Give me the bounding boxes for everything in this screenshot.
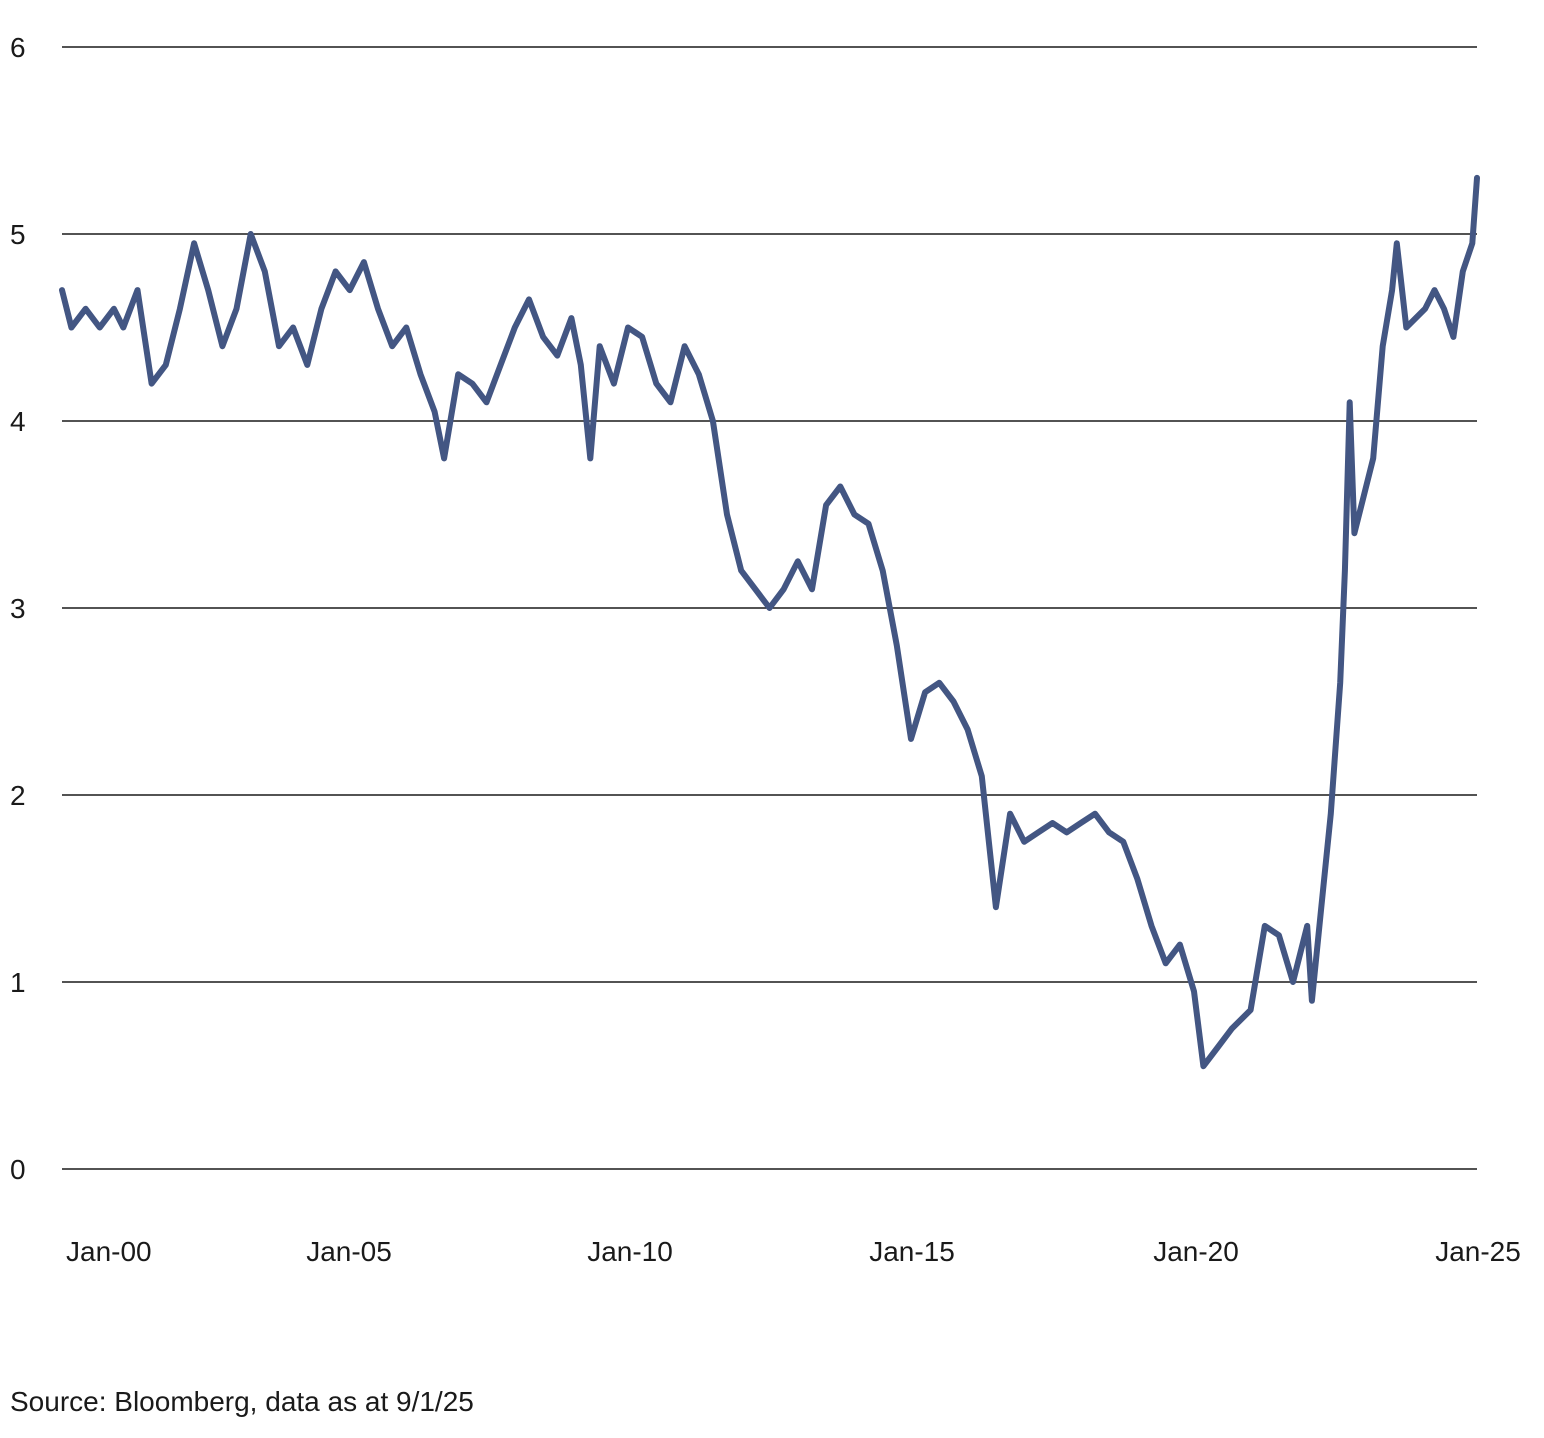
y-tick-label: 6	[10, 32, 26, 63]
x-tick-label: Jan-00	[66, 1236, 152, 1267]
y-tick-label: 4	[10, 406, 26, 437]
x-tick-label: Jan-15	[869, 1236, 955, 1267]
x-tick-label: Jan-05	[306, 1236, 392, 1267]
y-tick-label: 2	[10, 780, 26, 811]
y-tick-label: 5	[10, 219, 26, 250]
y-tick-label: 0	[10, 1154, 26, 1185]
series-line	[59, 174, 1480, 1070]
y-tick-label: 3	[10, 593, 26, 624]
x-tick-label: Jan-20	[1153, 1236, 1239, 1267]
source-note: Source: Bloomberg, data as at 9/1/25	[10, 1386, 474, 1417]
x-tick-label: Jan-25	[1435, 1236, 1521, 1267]
x-tick-label: Jan-10	[587, 1236, 673, 1267]
y-tick-label: 1	[10, 967, 26, 998]
line-chart: 0 1 2 3 4 5 6 Jan-00 Jan-05 Jan-10 Jan-15 Jan-20 Jan…	[10, 32, 1521, 1267]
